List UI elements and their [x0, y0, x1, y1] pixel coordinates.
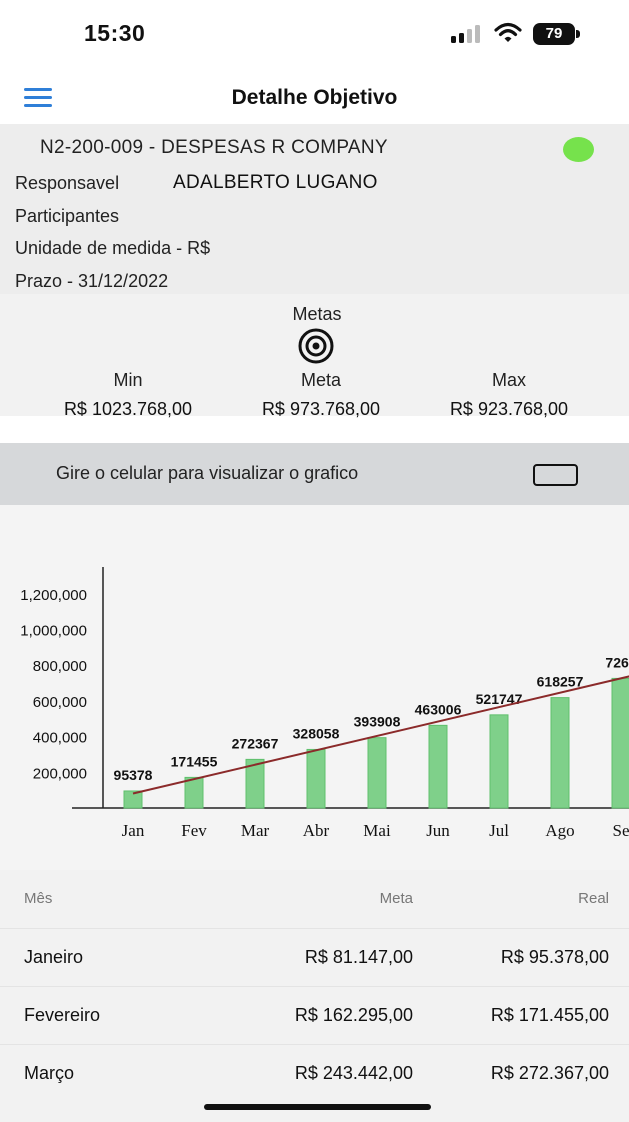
table-cell-meta: R$ 81.147,00	[304, 947, 413, 967]
unidade-medida-label: Unidade de medida - R$	[15, 238, 211, 258]
y-tick-label: 200,000	[33, 765, 87, 782]
table-cell-meta: R$ 162.295,00	[294, 1005, 413, 1025]
metas-meta-label: Meta	[300, 370, 342, 390]
y-tick-label: 800,000	[33, 658, 87, 675]
table-cell-real: R$ 95.378,00	[500, 947, 609, 967]
table-cell-mes: Fevereiro	[24, 1005, 101, 1025]
data-label: 463006	[415, 701, 462, 717]
y-tick-label: 1,000,000	[20, 622, 87, 639]
x-tick-label: Jan	[122, 821, 145, 840]
target-icon	[298, 328, 334, 364]
nav-bar: Detalhe Objetivo	[0, 70, 629, 124]
x-tick-label: Abr	[303, 821, 330, 840]
x-tick-label: Mar	[241, 821, 270, 840]
data-label: 7260	[605, 654, 629, 670]
objective-info-panel: N2-200-009 - DESPESAS R COMPANY Responsa…	[0, 124, 629, 294]
rotate-phone-banner: Gire o celular para visualizar o grafico	[0, 443, 629, 505]
x-tick-label: Jul	[489, 821, 509, 840]
table-header-real: Real	[578, 890, 609, 907]
table-row[interactable]: Março R$ 243.442,00 R$ 272.367,00	[0, 1044, 629, 1102]
metas-max-value: R$ 923.768,00	[449, 399, 569, 419]
table-cell-meta: R$ 243.442,00	[294, 1063, 413, 1083]
participantes-label: Participantes	[15, 206, 120, 226]
metas-max: Max R$ 923.768,00	[409, 370, 609, 420]
chart-area: 200,000 400,000 600,000 800,000 1,000,000 1,2…	[0, 505, 629, 870]
x-tick-label: Jun	[426, 821, 450, 840]
monthly-table: Mês Meta Real Janeiro R$ 81.147,00 R$ 95…	[0, 870, 629, 1122]
x-tick-label: Ago	[545, 821, 574, 840]
status-bar: 15:30 79	[0, 0, 629, 70]
y-tick-label: 600,000	[33, 694, 87, 711]
data-label: 171455	[171, 753, 218, 769]
battery-icon: 79	[533, 23, 581, 45]
trend-line	[132, 675, 629, 795]
data-label: 95378	[114, 767, 153, 783]
metas-meta-value: R$ 973.768,00	[261, 399, 381, 419]
data-label: 393908	[354, 714, 401, 730]
table-cell-mes: Março	[24, 1063, 75, 1083]
rotate-phone-text: Gire o celular para visualizar o grafico	[56, 463, 359, 483]
chart-bar	[367, 737, 387, 809]
y-tick-label: 1,200,000	[20, 587, 87, 604]
table-cell-real: R$ 272.367,00	[490, 1063, 609, 1083]
y-tick-label: 400,000	[33, 730, 87, 747]
chart-bar	[123, 790, 143, 809]
table-cell-mes: Janeiro	[24, 947, 84, 967]
table-cell-real: R$ 171.455,00	[490, 1005, 609, 1025]
metas-panel: Metas Min R$ 1023.768,00 Meta R$ 973.768…	[0, 294, 629, 419]
table-header-mes: Mês	[24, 890, 53, 907]
table-header: Mês Meta Real	[0, 870, 629, 928]
data-label: 272367	[232, 735, 279, 751]
metas-meta: Meta R$ 973.768,00	[221, 370, 421, 420]
x-tick-label: Se	[613, 821, 629, 840]
status-time: 15:30	[84, 20, 146, 46]
status-indicator-dot	[563, 137, 594, 162]
hamburger-menu-icon[interactable]	[24, 88, 52, 108]
metas-max-label: Max	[491, 370, 526, 390]
prazo-label: Prazo - 31/12/2022	[15, 271, 169, 291]
data-label: 328058	[293, 725, 340, 741]
x-tick-label: Mai	[363, 821, 391, 840]
metas-min: Min R$ 1023.768,00	[28, 370, 228, 420]
signal-icon	[451, 25, 480, 43]
bar-chart: 200,000 400,000 600,000 800,000 1,000,000 1,2…	[20, 567, 629, 840]
wifi-icon	[494, 22, 522, 42]
phone-landscape-icon	[533, 464, 578, 486]
objective-title: N2-200-009 - DESPESAS R COMPANY	[40, 137, 388, 158]
table-row[interactable]: Fevereiro R$ 162.295,00 R$ 171.455,00	[0, 986, 629, 1044]
chart-bar	[550, 697, 570, 809]
chart-bar	[428, 724, 448, 809]
chart-bar	[489, 714, 509, 809]
table-row[interactable]: Janeiro R$ 81.147,00 R$ 95.378,00	[0, 928, 629, 986]
table-header-meta: Meta	[379, 890, 413, 907]
battery-level: 79	[545, 25, 563, 42]
page-title: Detalhe Objetivo	[231, 86, 398, 109]
chart-bar	[245, 758, 265, 809]
metas-min-label: Min	[113, 370, 143, 390]
chart-bar	[306, 748, 326, 809]
x-tick-label: Fev	[181, 821, 207, 840]
chart-bar	[611, 677, 629, 809]
responsavel-label: Responsavel	[15, 173, 120, 193]
home-indicator	[204, 1104, 431, 1110]
metas-min-value: R$ 1023.768,00	[63, 399, 193, 419]
chart-bar	[184, 776, 204, 809]
data-label: 618257	[537, 674, 584, 690]
metas-title: Metas	[292, 304, 342, 324]
responsavel-value: ADALBERTO LUGANO	[173, 172, 378, 193]
data-label: 521747	[476, 691, 523, 707]
